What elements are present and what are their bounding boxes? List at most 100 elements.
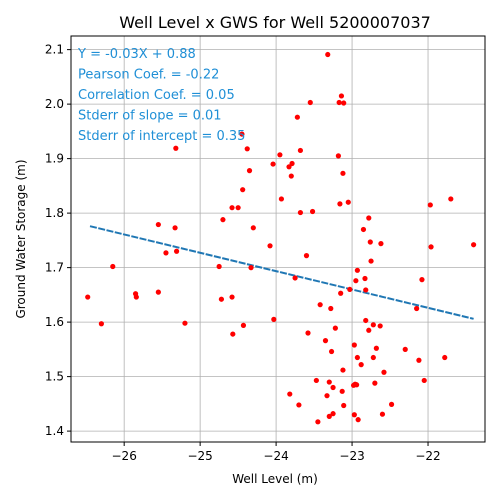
data-point — [240, 322, 247, 328]
data-point — [428, 244, 434, 250]
data-point — [324, 393, 330, 399]
data-point — [351, 412, 357, 418]
data-point — [419, 277, 425, 283]
data-point — [362, 275, 368, 282]
y-tick-label: 2.0 — [45, 97, 64, 111]
data-point — [322, 338, 329, 344]
data-point — [363, 287, 369, 293]
data-point — [98, 321, 104, 327]
y-tick-label: 1.6 — [45, 315, 64, 329]
data-point — [325, 51, 331, 58]
data-point — [315, 419, 321, 425]
annotation-line: Stderr of slope = 0.01 — [78, 109, 222, 124]
data-point — [216, 263, 222, 270]
data-point — [336, 99, 342, 106]
data-point — [354, 354, 360, 361]
data-point — [337, 201, 343, 207]
data-point — [339, 388, 345, 394]
data-points — [85, 51, 477, 425]
data-point — [360, 226, 367, 233]
data-point — [303, 253, 310, 259]
data-point — [277, 152, 283, 158]
data-point — [345, 199, 351, 205]
data-point — [341, 402, 347, 409]
data-point — [330, 411, 336, 417]
x-axis-label: Well Level (m) — [232, 472, 318, 486]
y-tick-label: 1.5 — [45, 370, 64, 384]
data-point — [367, 239, 373, 245]
x-axis-ticks: −26 −25 −24 −23 −22 — [112, 442, 441, 463]
data-point — [239, 131, 245, 137]
data-point — [172, 225, 178, 231]
data-point — [305, 330, 311, 336]
y-axis-ticks: 1.4 1.5 1.6 1.7 1.8 1.9 2.0 2.1 — [45, 43, 71, 438]
data-point — [278, 196, 285, 202]
chart-title: Well Level x GWS for Well 5200007037 — [119, 13, 431, 32]
regression-line — [89, 225, 474, 320]
data-point — [317, 302, 323, 308]
data-point — [328, 305, 334, 312]
data-point — [297, 147, 304, 154]
data-point — [328, 348, 335, 355]
x-tick-label: −25 — [187, 449, 212, 463]
regression-line-path — [89, 225, 474, 320]
data-point — [267, 243, 273, 249]
data-point — [421, 377, 427, 384]
data-point — [313, 377, 319, 384]
y-tick-label: 1.8 — [45, 206, 64, 220]
data-point — [85, 294, 91, 300]
data-point — [292, 275, 298, 281]
data-point — [340, 367, 346, 373]
data-point — [341, 100, 347, 106]
data-point — [110, 263, 116, 270]
data-point — [229, 294, 235, 300]
data-point — [270, 161, 276, 167]
data-point — [363, 317, 369, 324]
data-point — [248, 265, 254, 271]
y-tick-label: 1.4 — [45, 424, 64, 438]
data-point — [235, 205, 241, 211]
x-tick-label: −22 — [415, 449, 440, 463]
data-point — [250, 225, 256, 231]
data-point — [326, 379, 332, 385]
data-point — [471, 242, 477, 248]
data-point — [246, 168, 253, 174]
data-point — [173, 248, 180, 254]
data-point — [133, 294, 139, 300]
data-point — [244, 146, 250, 152]
y-axis-label: Ground Water Storage (m) — [14, 159, 28, 318]
data-point — [353, 278, 359, 284]
data-point — [163, 250, 169, 256]
data-point — [335, 153, 341, 159]
data-point — [289, 160, 295, 167]
data-point — [229, 205, 235, 211]
x-tick-label: −26 — [112, 449, 137, 463]
data-point — [326, 413, 332, 419]
annotation-line: Y = -0.03X + 0.88 — [77, 47, 196, 62]
data-point — [377, 323, 383, 329]
data-point — [271, 316, 277, 322]
regression-annotations: Y = -0.03X + 0.88 Pearson Coef. = -0.22 Co… — [77, 47, 245, 144]
data-point — [287, 391, 293, 397]
data-point — [427, 202, 433, 208]
y-tick-label: 1.7 — [45, 261, 64, 275]
annotation-line: Pearson Coef. = -0.22 — [78, 68, 219, 83]
data-point — [338, 93, 345, 99]
data-point — [442, 354, 448, 361]
data-point — [347, 286, 353, 293]
data-point — [338, 290, 344, 296]
annotation-line: Stderr of intercept = 0.35 — [78, 129, 245, 144]
data-point — [240, 187, 246, 193]
data-point — [416, 357, 422, 363]
data-point — [370, 354, 376, 361]
data-point — [354, 267, 360, 273]
y-tick-label: 1.9 — [45, 152, 64, 166]
data-point — [340, 170, 346, 176]
data-point — [368, 258, 374, 264]
data-point — [309, 208, 316, 215]
data-point — [414, 305, 420, 312]
data-point — [373, 345, 379, 351]
data-point — [155, 289, 161, 295]
data-point — [294, 114, 300, 120]
